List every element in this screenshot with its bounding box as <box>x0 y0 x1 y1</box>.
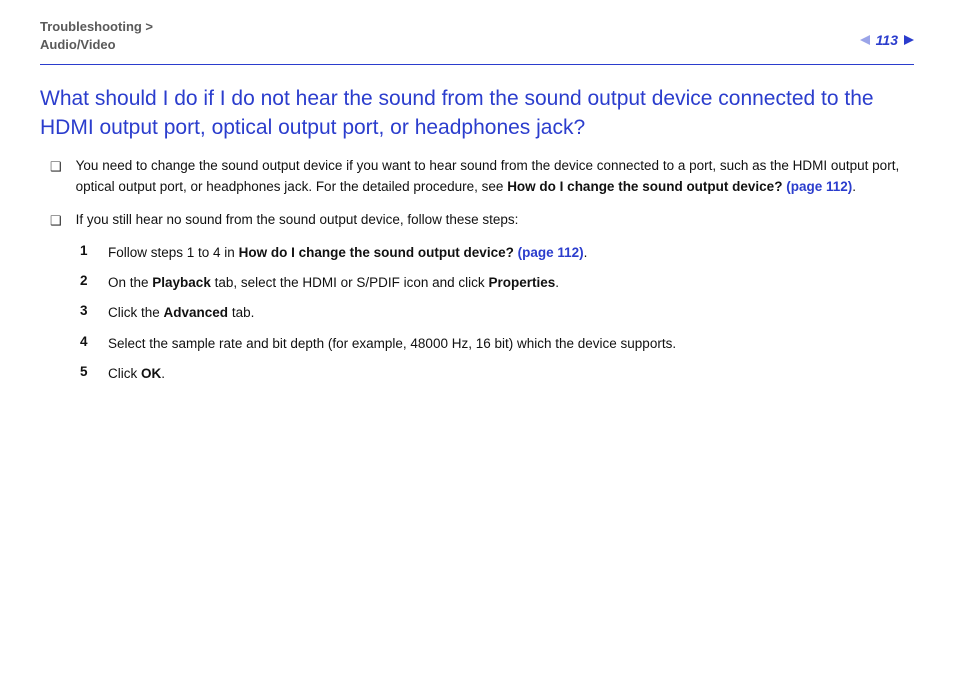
text-span: tab, select the HDMI or S/PDIF icon and … <box>211 275 489 290</box>
text-span: Playback <box>152 275 211 290</box>
step-item: 3 Click the Advanced tab. <box>80 303 914 323</box>
step-list: 1 Follow steps 1 to 4 in How do I change … <box>40 243 914 384</box>
step-item: 4 Select the sample rate and bit depth (f… <box>80 334 914 354</box>
step-item: 5 Click OK. <box>80 364 914 384</box>
text-span: How do I change the sound output device? <box>239 245 518 260</box>
pager: 113 <box>860 32 914 48</box>
step-item: 1 Follow steps 1 to 4 in How do I change … <box>80 243 914 263</box>
step-number: 4 <box>80 334 94 349</box>
text-span: On the <box>108 275 152 290</box>
text-span: tab. <box>228 305 254 320</box>
text-span: . <box>852 179 856 194</box>
step-text: Follow steps 1 to 4 in How do I change t… <box>108 243 587 263</box>
bullet-list: ❑ You need to change the sound output dev… <box>40 156 914 231</box>
bullet-mark-icon: ❑ <box>50 157 62 177</box>
page-title: What should I do if I do not hear the so… <box>40 85 914 142</box>
step-text: Select the sample rate and bit depth (fo… <box>108 334 676 354</box>
step-number: 2 <box>80 273 94 288</box>
text-span: Properties <box>488 275 555 290</box>
step-item: 2 On the Playback tab, select the HDMI or… <box>80 273 914 293</box>
bullet-text: If you still hear no sound from the soun… <box>76 210 519 231</box>
text-span: . <box>555 275 559 290</box>
text-span: Click the <box>108 305 164 320</box>
text-span: Advanced <box>164 305 229 320</box>
breadcrumb-line1: Troubleshooting > <box>40 19 153 34</box>
page-header: Troubleshooting > Audio/Video 113 <box>40 18 914 65</box>
text-span: OK <box>141 366 161 381</box>
text-span: How do I change the sound output device? <box>507 179 786 194</box>
page-link[interactable]: (page 112) <box>518 245 584 260</box>
prev-page-icon[interactable] <box>860 35 870 45</box>
step-text: Click the Advanced tab. <box>108 303 254 323</box>
bullet-item: ❑ If you still hear no sound from the sou… <box>40 210 914 231</box>
step-number: 1 <box>80 243 94 258</box>
next-page-icon[interactable] <box>904 35 914 45</box>
text-span: . <box>584 245 588 260</box>
bullet-mark-icon: ❑ <box>50 211 62 231</box>
step-text: Click OK. <box>108 364 165 384</box>
bullet-text: You need to change the sound output devi… <box>76 156 914 198</box>
step-number: 5 <box>80 364 94 379</box>
bullet-item: ❑ You need to change the sound output dev… <box>40 156 914 198</box>
page-link[interactable]: (page 112) <box>786 179 852 194</box>
breadcrumb-line2: Audio/Video <box>40 37 116 52</box>
text-span: . <box>161 366 165 381</box>
step-text: On the Playback tab, select the HDMI or … <box>108 273 559 293</box>
text-span: Follow steps 1 to 4 in <box>108 245 239 260</box>
step-number: 3 <box>80 303 94 318</box>
text-span: Select the sample rate and bit depth (fo… <box>108 336 676 351</box>
text-span: If you still hear no sound from the soun… <box>76 212 519 227</box>
text-span: Click <box>108 366 141 381</box>
breadcrumb[interactable]: Troubleshooting > Audio/Video <box>40 18 153 54</box>
page-number: 113 <box>876 32 898 48</box>
page-container: Troubleshooting > Audio/Video 113 What s… <box>0 0 954 384</box>
